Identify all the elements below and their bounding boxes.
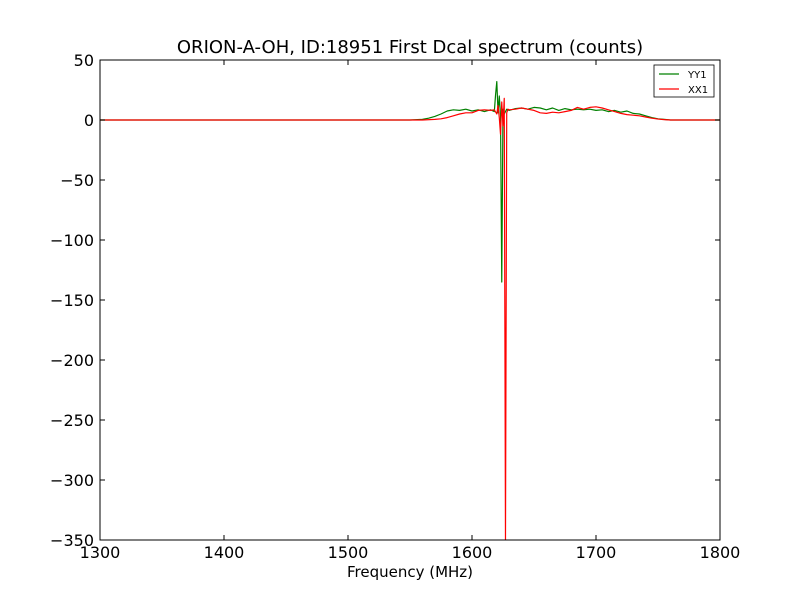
x-axis-label: Frequency (MHz): [347, 563, 473, 581]
x-tick-label: 1400: [204, 543, 245, 562]
legend-label-yy1: YY1: [687, 70, 707, 81]
x-tick-label: 1300: [80, 543, 121, 562]
plot-frame: [99, 59, 721, 541]
y-tick-label: −350: [50, 531, 94, 550]
x-tick-label: 1700: [576, 543, 617, 562]
y-tick-label: −50: [60, 171, 94, 190]
x-tick-label: 1600: [452, 543, 493, 562]
y-tick-label: −300: [50, 471, 94, 490]
x-tick-label: 1500: [328, 543, 369, 562]
series-line-xx1: [100, 97, 720, 540]
plot-area: [100, 60, 720, 540]
series-layer: [100, 81, 720, 540]
axis-ticks: 1300 1400 1500 1600 1700 1800 50 0 −50 −100 −150 −2…: [50, 51, 740, 562]
x-tick-label: 1800: [700, 543, 741, 562]
y-tick-label: −150: [50, 291, 94, 310]
y-tick-label: 0: [84, 111, 94, 130]
y-tick-label: −100: [50, 231, 94, 250]
y-tick-label: −200: [50, 351, 94, 370]
legend-box: [653, 64, 715, 98]
legend-label-xx1: XX1: [688, 85, 708, 96]
y-tick-label: 50: [74, 51, 94, 70]
y-tick-label: −250: [50, 411, 94, 430]
chart-title: ORION-A-OH, ID:18951 First Dcal spectrum…: [177, 37, 643, 58]
